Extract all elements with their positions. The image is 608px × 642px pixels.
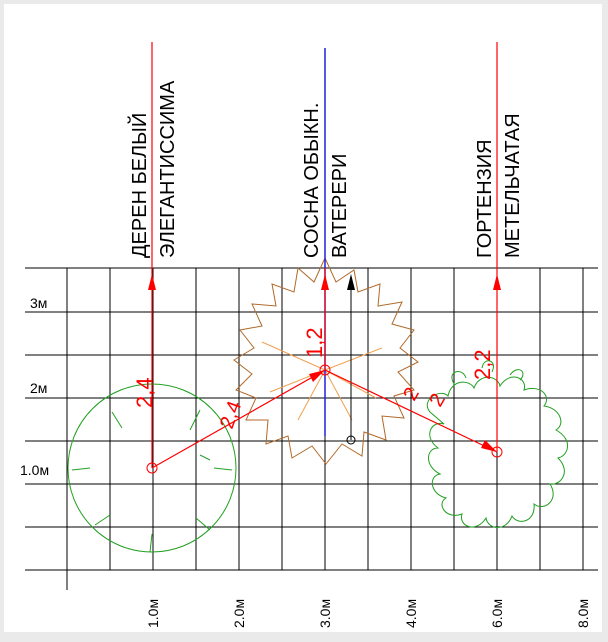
x-label-8m: 8.0м xyxy=(575,599,591,628)
shrub-gortenziya-symbol xyxy=(426,360,568,528)
x-label-6m: 6.0м xyxy=(489,599,505,628)
plant-1-label-line2: ЭЛЕГАНТИССИМА xyxy=(157,80,179,258)
x-label-2m: 2.0м xyxy=(231,599,247,628)
y-label-3m: 3м xyxy=(30,295,47,311)
drawing-sheet xyxy=(4,4,602,632)
plant-2-label-line1: СОСНА ОБЫКН. xyxy=(301,103,323,258)
plant-2-count: 1,2 xyxy=(302,327,327,358)
plant-3-label-line2: МЕТЕЛЬЧАТАЯ xyxy=(502,113,524,258)
y-label-1m: 1.0м xyxy=(20,462,49,478)
x-label-3m: 3.0м xyxy=(317,599,333,628)
leader-lines xyxy=(151,42,498,469)
plant-1-count: 2,4 xyxy=(132,377,157,408)
plant-center-markers xyxy=(146,364,503,474)
y-label-2m: 2м xyxy=(30,380,47,396)
plant-1-label-line1: ДЕРЕН БЕЛЫЙ xyxy=(127,113,151,258)
plant-2-label-line2: ВАТЕРЕРИ xyxy=(329,154,351,258)
x-label-1m: 1.0м xyxy=(145,599,161,628)
plant-3-count: 2,2 xyxy=(470,349,495,380)
plant-3-label-line1: ГОРТЕНЗИЯ xyxy=(474,139,496,258)
x-label-4m: 4.0м xyxy=(403,599,419,628)
